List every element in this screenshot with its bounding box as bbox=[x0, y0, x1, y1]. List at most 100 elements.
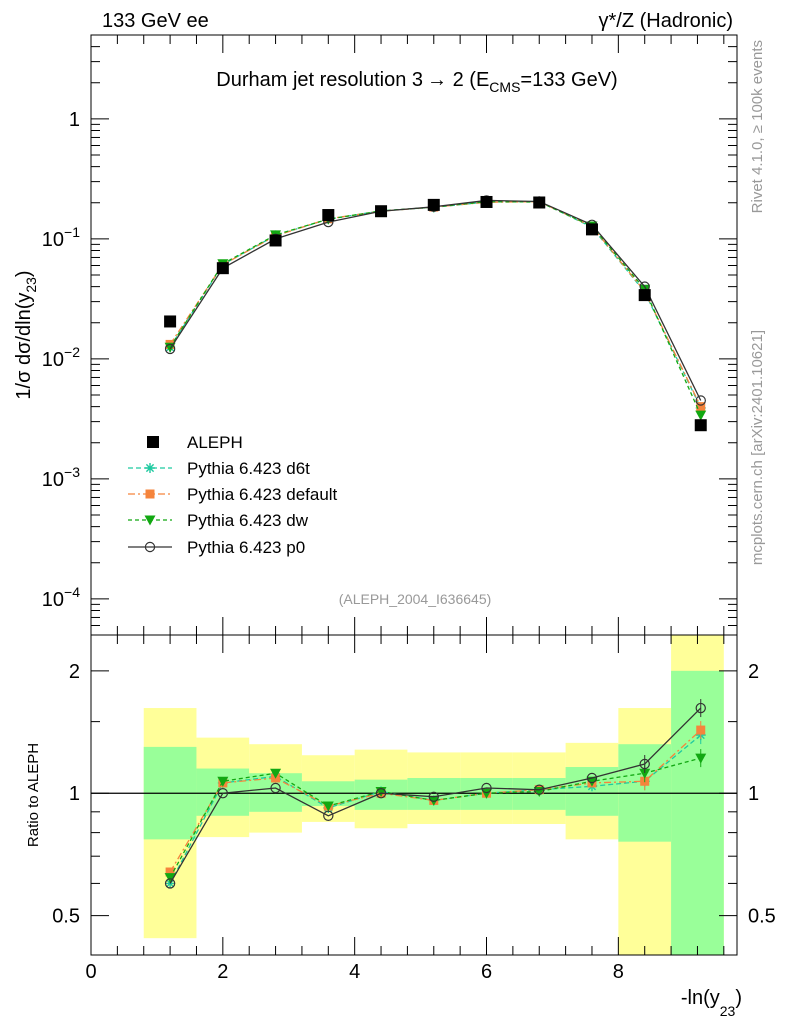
ratio-point-p0-5 bbox=[428, 791, 439, 802]
x-tick-label-1: 2 bbox=[217, 961, 228, 983]
ratio-point-dw-6 bbox=[481, 788, 493, 799]
main-point-aleph-4-shape bbox=[375, 205, 388, 218]
ratio-point-p0-1-shape bbox=[217, 788, 229, 799]
x-axis-label-post: ) bbox=[735, 987, 742, 1009]
ratio-y-tick-label-left-1: 1 bbox=[69, 783, 80, 805]
ratio-line-p0 bbox=[169, 707, 702, 884]
plot-frames bbox=[90, 34, 738, 956]
ratio-point-dw-10-shape bbox=[695, 753, 707, 764]
main-point-p0-0-shape bbox=[164, 343, 176, 355]
main-point-p0-10 bbox=[695, 395, 706, 406]
legend-label-p0: Pythia 6.423 p0 bbox=[187, 538, 305, 557]
y-axis-label-post: ) bbox=[13, 270, 35, 277]
ratio-point-dw-1-shape bbox=[217, 776, 229, 787]
legend-label-aleph: ALEPH bbox=[187, 433, 243, 452]
labels-layer: 133 GeV ee γ*/Z (Hadronic) Durham jet re… bbox=[13, 10, 766, 1019]
main-point-default-10-shape bbox=[696, 402, 706, 412]
main-line-p0 bbox=[169, 199, 702, 401]
main-point-aleph-10-shape bbox=[694, 419, 707, 432]
ratio-point-p0-4-shape bbox=[375, 788, 387, 799]
ratio-point-p0-10 bbox=[695, 702, 706, 714]
main-point-p0-0 bbox=[164, 343, 176, 355]
header-left: 133 GeV ee bbox=[102, 10, 209, 32]
plot-title: Durham jet resolution 3 → 2 (ECMS=133 GeV… bbox=[216, 69, 617, 95]
main-line-d6t bbox=[169, 200, 702, 409]
main-point-aleph-5-shape bbox=[427, 198, 440, 211]
ratio-point-p0-8-shape bbox=[586, 772, 598, 784]
ratio-plot-frame bbox=[90, 634, 738, 956]
x-tick-label-2: 4 bbox=[349, 961, 360, 983]
ratio-point-p0-1 bbox=[217, 788, 229, 799]
ratio-y-tick-label-right-0: 0.5 bbox=[748, 906, 776, 928]
x-tick-label-4: 8 bbox=[613, 961, 624, 983]
ratio-point-p0-9-shape bbox=[639, 758, 650, 770]
main-point-aleph-8 bbox=[585, 223, 598, 236]
ratio-point-p0-7-shape bbox=[534, 784, 545, 795]
legend-marker-default-shape bbox=[145, 489, 155, 499]
main-point-aleph-2 bbox=[269, 234, 282, 247]
ratio-point-dw-9-shape bbox=[639, 768, 651, 779]
main-line-default bbox=[169, 201, 702, 407]
plot-title-main: Durham jet resolution 3 bbox=[216, 69, 423, 91]
ratio-point-p0-2 bbox=[270, 782, 281, 794]
main-point-aleph-3-shape bbox=[322, 209, 335, 222]
main-point-aleph-1 bbox=[216, 262, 229, 275]
legend-marker-aleph-shape bbox=[147, 436, 159, 448]
main-point-aleph-0 bbox=[164, 315, 177, 328]
y-axis-label-sub: 23 bbox=[23, 277, 39, 293]
ratio-point-p0-2-shape bbox=[270, 782, 281, 794]
main-y-tick-label-3: 10−1 bbox=[42, 224, 80, 251]
legend-marker-p0-shape bbox=[144, 541, 156, 553]
main-series-layer bbox=[164, 195, 707, 432]
legend-marker-dw-shape bbox=[144, 515, 156, 526]
ratio-line-default bbox=[169, 729, 702, 873]
ratio-point-p0-8 bbox=[586, 772, 598, 784]
plot-title-after: 2 (E bbox=[447, 69, 489, 91]
ratio-point-dw-2-shape bbox=[270, 768, 282, 779]
main-y-tick-label-4: 1 bbox=[69, 109, 80, 131]
ratio-point-dw-9 bbox=[639, 768, 651, 779]
main-y-tick-label-base-0: 10 bbox=[42, 589, 64, 611]
ratio-point-p0-9 bbox=[639, 758, 650, 770]
ratio-point-p0-3-shape bbox=[323, 810, 334, 821]
legend-label-d6t: Pythia 6.423 d6t bbox=[187, 459, 310, 478]
main-y-tick-label-base-3: 10 bbox=[42, 229, 64, 251]
main-y-tick-label-exp-1: −3 bbox=[64, 464, 80, 480]
ratio-point-d6t-0-shape bbox=[165, 878, 176, 889]
ratio-uncertainty-bands bbox=[143, 635, 724, 955]
ratio-point-p0-10-shape bbox=[695, 702, 706, 714]
main-point-dw-10 bbox=[695, 410, 707, 421]
reference-analysis-label: (ALEPH_2004_I636645) bbox=[339, 591, 492, 607]
main-y-tick-label-2: 10−2 bbox=[42, 344, 80, 371]
legend-marker-dw bbox=[144, 515, 156, 526]
main-y-tick-label-base-1: 10 bbox=[42, 469, 64, 491]
ratio-band-inner-10 bbox=[671, 670, 724, 955]
ratio-band-inner-1 bbox=[196, 768, 250, 816]
ratio-point-dw-3 bbox=[322, 801, 334, 812]
x-axis-label-sub: 23 bbox=[720, 1003, 736, 1019]
legend-marker-p0 bbox=[144, 541, 156, 553]
main-point-aleph-1-shape bbox=[216, 262, 229, 275]
main-y-tick-label-exp-0: −4 bbox=[64, 584, 80, 600]
y-axis-label-pre: 1/σ dσ/dln(y bbox=[13, 293, 35, 400]
legend-marker-aleph bbox=[147, 436, 159, 448]
y-axis-label: 1/σ dσ/dln(y23) bbox=[13, 270, 39, 399]
x-tick-label-3: 6 bbox=[481, 961, 492, 983]
main-point-aleph-9 bbox=[638, 289, 651, 302]
main-point-aleph-3 bbox=[322, 209, 335, 222]
main-line-dw bbox=[169, 201, 702, 416]
ratio-point-p0-5-shape bbox=[428, 791, 439, 802]
ratio-point-dw-2 bbox=[270, 768, 282, 779]
main-point-aleph-0-shape bbox=[164, 315, 177, 328]
ratio-y-tick-label-right-1: 1 bbox=[748, 783, 759, 805]
main-point-aleph-4 bbox=[375, 205, 388, 218]
main-y-tick-label-1: 10−3 bbox=[42, 464, 80, 491]
plot-title-end: =133 GeV) bbox=[520, 69, 617, 91]
rivet-version-label: Rivet 4.1.0, ≥ 100k events bbox=[749, 40, 766, 213]
main-point-aleph-2-shape bbox=[269, 234, 282, 247]
legend-label-default: Pythia 6.423 default bbox=[187, 485, 338, 504]
legend-marker-default bbox=[145, 489, 155, 499]
ratio-point-d6t-0 bbox=[165, 878, 176, 889]
ratio-point-dw-0 bbox=[164, 873, 176, 884]
